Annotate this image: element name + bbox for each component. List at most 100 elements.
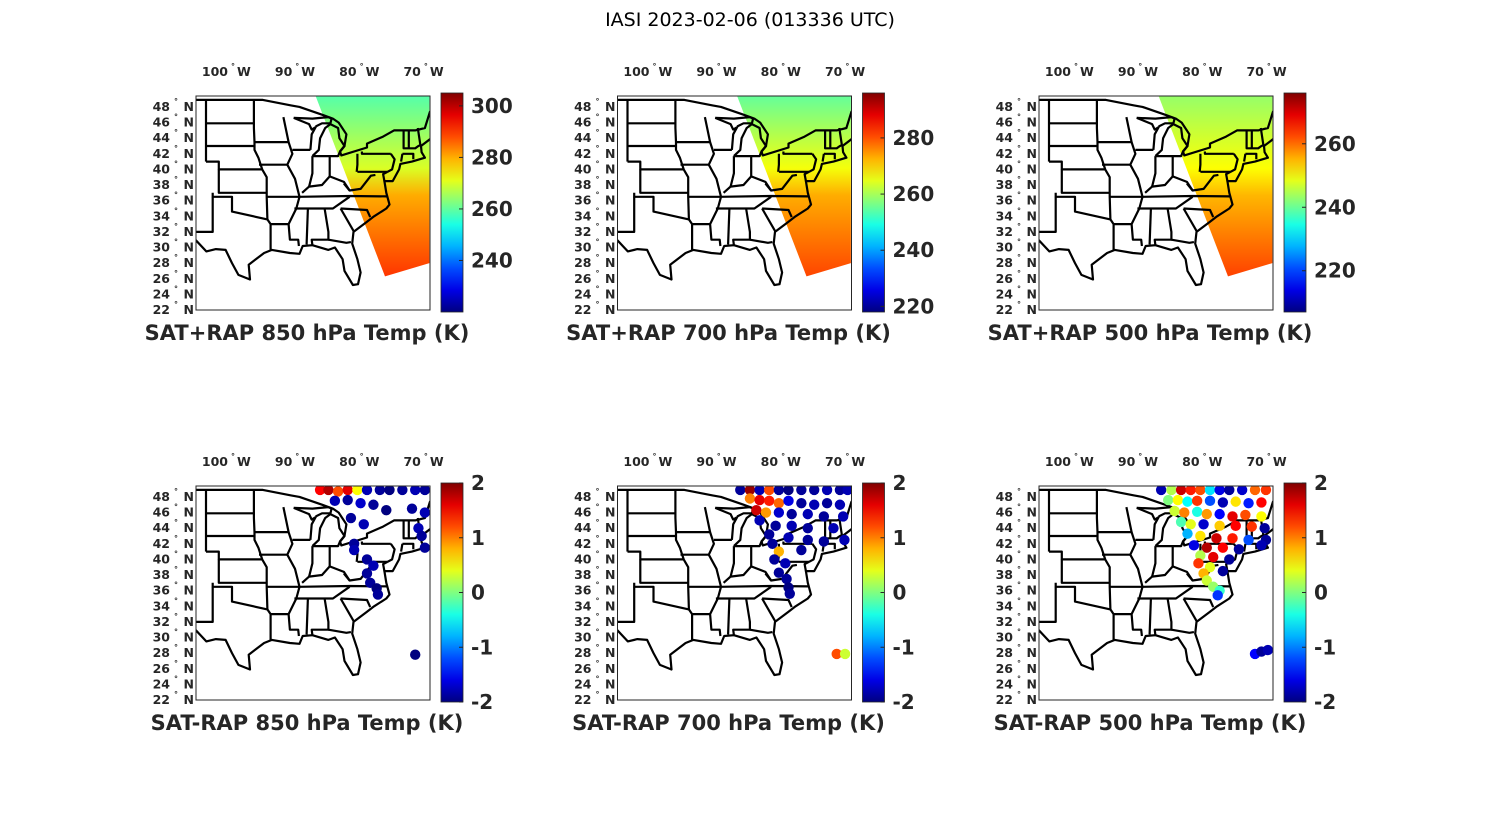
state-border: [206, 160, 263, 171]
colorbar-tick-label: 240: [1314, 195, 1356, 219]
data-point: [1195, 550, 1206, 561]
state-border: [1136, 506, 1176, 518]
state-border: [803, 170, 810, 182]
lat-hemisphere: N: [605, 208, 615, 223]
data-point: [1198, 519, 1209, 530]
lat-hemisphere: N: [184, 271, 194, 286]
lat-hemisphere: N: [184, 99, 194, 114]
lat-hemisphere: N: [605, 99, 615, 114]
state-border: [1148, 598, 1152, 635]
lat-tick-label: 28: [153, 645, 170, 660]
map-content: [1039, 486, 1273, 677]
degree-symbol: °: [174, 612, 178, 621]
lat-hemisphere: N: [184, 551, 194, 566]
degree-symbol: °: [596, 113, 600, 122]
lon-hemisphere: W: [430, 64, 444, 79]
lat-tick-label: 40: [996, 161, 1014, 176]
lat-tick-label: 40: [153, 161, 171, 176]
data-point: [1233, 544, 1245, 555]
state-border: [1224, 170, 1232, 182]
state-border: [196, 586, 214, 624]
state-border: [1151, 156, 1157, 187]
lon-tick-label: 90: [696, 64, 714, 79]
lat-hemisphere: N: [184, 520, 194, 535]
state-border: [340, 207, 372, 218]
lat-hemisphere: N: [1027, 146, 1037, 161]
lat-hemisphere: N: [605, 146, 615, 161]
degree-symbol: °: [174, 206, 178, 215]
lat-tick-label: 48: [574, 99, 591, 114]
data-point: [1163, 494, 1174, 506]
state-border: [703, 116, 723, 247]
lon-hemisphere: W: [237, 64, 251, 79]
colorbar-tick-label: 2: [893, 471, 907, 495]
degree-symbol: °: [1017, 549, 1021, 558]
degree-symbol: °: [174, 628, 178, 637]
lon-tick-label: 70: [825, 64, 843, 79]
degree-symbol: °: [174, 238, 178, 247]
data-point: [773, 507, 785, 518]
data-point: [1204, 562, 1216, 573]
lat-hemisphere: N: [605, 692, 615, 707]
lat-hemisphere: N: [605, 614, 615, 629]
lat-tick-label: 24: [574, 286, 592, 301]
lon-tick-label: 90: [1118, 454, 1136, 469]
state-border: [715, 585, 772, 600]
data-point: [1249, 486, 1261, 496]
degree-symbol: °: [1017, 128, 1021, 137]
lat-tick-label: 26: [153, 271, 171, 286]
degree-symbol: °: [596, 191, 600, 200]
state-border: [328, 628, 352, 634]
degree-symbol: °: [1203, 62, 1207, 71]
degree-symbol: °: [653, 62, 657, 71]
degree-symbol: °: [424, 452, 428, 461]
lat-hemisphere: N: [1027, 598, 1037, 613]
state-border: [720, 584, 809, 588]
lon-tick-label: 100: [202, 454, 228, 469]
lat-tick-label: 40: [153, 551, 171, 566]
state-border: [1136, 115, 1176, 128]
data-point: [416, 530, 427, 542]
state-border: [777, 153, 781, 172]
axes-box: [1038, 95, 1274, 311]
state-border: [340, 597, 372, 608]
lon-hemisphere: W: [1080, 64, 1094, 79]
lat-tick-label: 36: [153, 193, 171, 208]
lat-hemisphere: N: [184, 146, 194, 161]
degree-symbol: °: [596, 674, 600, 683]
degree-symbol: °: [174, 487, 178, 496]
lat-tick-label: 42: [153, 536, 170, 551]
data-point: [1256, 540, 1267, 551]
state-border: [252, 99, 272, 250]
degree-symbol: °: [174, 581, 178, 590]
state-border: [1198, 153, 1202, 172]
lat-tick-label: 34: [996, 598, 1014, 613]
data-point: [842, 486, 852, 496]
colorbar-tick-label: 0: [893, 581, 907, 605]
lat-hemisphere: N: [1027, 302, 1037, 317]
degree-symbol: °: [1017, 159, 1021, 168]
data-point: [1155, 486, 1167, 496]
lat-hemisphere: N: [184, 583, 194, 598]
data-point: [397, 486, 408, 496]
data-point: [1212, 590, 1223, 601]
data-point: [773, 546, 785, 557]
axes-box: [617, 95, 852, 311]
degree-symbol: °: [596, 549, 600, 558]
degree-symbol: °: [174, 128, 178, 137]
data-point: [1230, 520, 1241, 532]
state-border: [196, 196, 214, 233]
lat-hemisphere: N: [605, 505, 615, 520]
state-border: [293, 116, 317, 150]
lon-hemisphere: W: [659, 454, 673, 469]
lat-hemisphere: N: [184, 193, 194, 208]
state-border: [714, 116, 739, 150]
degree-symbol: °: [596, 253, 600, 262]
data-point: [802, 534, 813, 546]
lon-hemisphere: W: [1209, 454, 1223, 469]
degree-symbol: °: [1017, 659, 1021, 668]
data-point: [1236, 486, 1248, 496]
lon-hemisphere: W: [1080, 454, 1094, 469]
lat-tick-label: 34: [996, 208, 1014, 223]
lat-tick-label: 22: [574, 692, 591, 707]
